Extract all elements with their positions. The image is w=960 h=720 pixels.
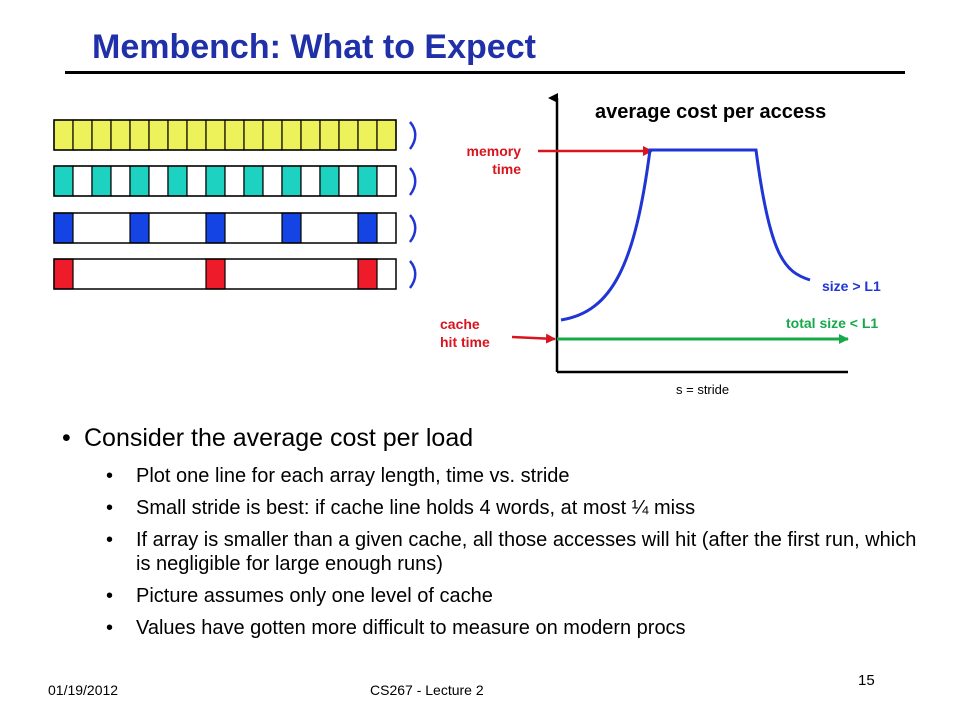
sub-bullet: If array is smaller than a given cache, … <box>106 528 932 576</box>
array-outline <box>53 258 397 290</box>
wraparound-arrow <box>408 214 417 243</box>
cache-hit-line2: hit time <box>440 334 490 350</box>
array-outline <box>53 119 397 151</box>
page-number: 15 <box>858 672 875 689</box>
sub-bullet: Picture assumes only one level of cache <box>106 584 932 608</box>
memory-time-line1: memory <box>466 143 521 159</box>
array-outline <box>53 165 397 197</box>
diagram-title: average cost per access <box>595 101 827 123</box>
array-row-stride-2 <box>53 165 417 197</box>
wraparound-arrow <box>408 260 417 289</box>
x-axis-label: s = stride <box>676 382 730 397</box>
main-bullet: Consider the average cost per load <box>62 420 932 456</box>
footer-course: CS267 - Lecture 2 <box>370 682 484 698</box>
size-gt-l1-curve <box>560 148 811 322</box>
cache-hit-arrow <box>511 333 556 344</box>
cache-hit-line1: cache <box>440 316 480 332</box>
wraparound-arrow <box>408 121 417 150</box>
cache-hit-label: cache hit time <box>440 315 490 351</box>
footer-date: 01/19/2012 <box>48 682 119 698</box>
total-size-lt-l1-label: total size < L1 <box>786 315 879 331</box>
sub-bullet: Values have gotten more difficult to mea… <box>106 616 932 640</box>
sub-bullet: Plot one line for each array length, tim… <box>106 464 932 488</box>
memory-time-line2: time <box>492 161 521 177</box>
size-gt-l1-label: size > L1 <box>822 278 881 294</box>
title-underline <box>65 71 905 74</box>
array-row-stride-4 <box>53 212 417 244</box>
memory-time-label: memory time <box>453 142 521 178</box>
slide-title: Membench: What to Expect <box>92 28 536 66</box>
bullet-list: Consider the average cost per load Plot … <box>62 420 932 640</box>
array-row-stride-8 <box>53 258 417 290</box>
array-row-stride-1 <box>53 119 417 151</box>
sub-bullet: Small stride is best: if cache line hold… <box>106 496 932 520</box>
array-outline <box>53 212 397 244</box>
wraparound-arrow <box>408 167 417 196</box>
